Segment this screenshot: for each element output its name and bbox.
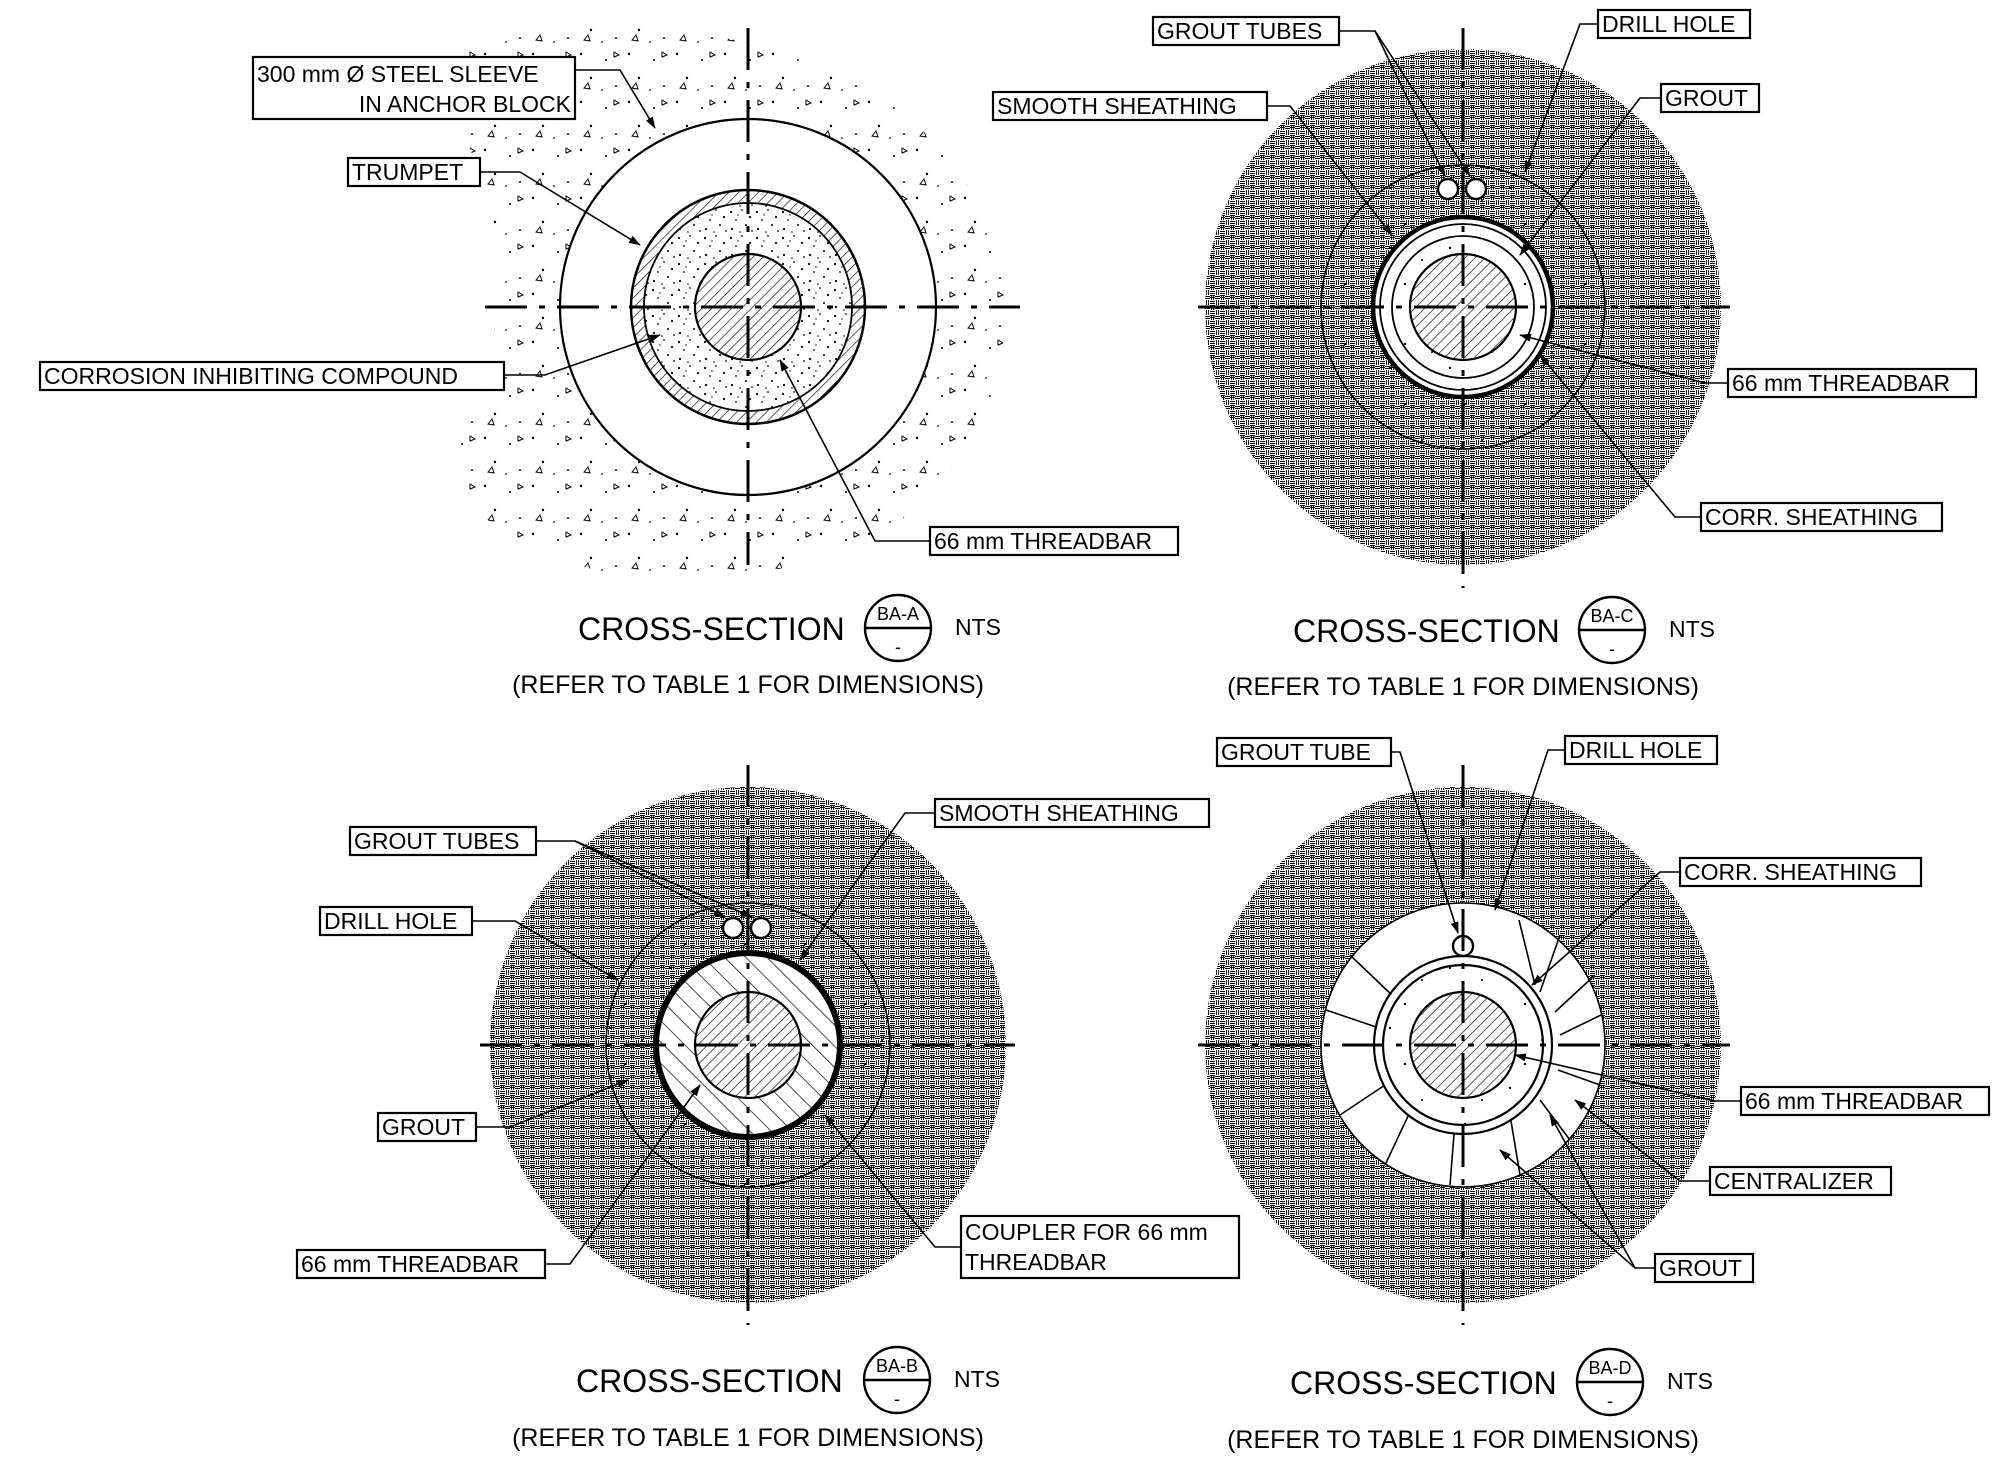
grout-tube-c-2: [1464, 177, 1488, 201]
label-box-trumpet: [346, 156, 482, 188]
label-grout-tubes-b: GROUT TUBES: [354, 828, 519, 854]
scale-a: NTS: [955, 614, 1001, 640]
leader-threadbar-b: [545, 1084, 701, 1265]
label-trumpet: TRUMPET: [352, 159, 463, 185]
leader-sleeve: [575, 69, 656, 129]
label-box-grout-tubes-b: [348, 825, 538, 857]
leader-coupler-b: [824, 1114, 961, 1248]
leader-drill-hole-b: [472, 920, 619, 981]
label-smooth-sheathing-b: SMOOTH SHEATHING: [939, 800, 1179, 826]
label-drill-hole-c: DRILL HOLE: [1602, 11, 1735, 37]
label-box-threadbar-a: [928, 525, 1180, 557]
title-b: CROSS-SECTION: [576, 1363, 843, 1399]
leader-drill-hole-d: [1494, 749, 1565, 911]
label-box-grout-b: [376, 1111, 478, 1143]
leader-grout-tube-d: [1391, 751, 1459, 934]
label-smooth-sheathing-c: SMOOTH SHEATHING: [997, 93, 1237, 119]
label-box-drill-hole-b: [318, 905, 474, 937]
section-b: SMOOTH SHEATHING GROUT TUBES DRILL HOLE …: [295, 765, 1241, 1452]
mark-c-top: BA-C: [1590, 606, 1633, 626]
mark-c-bottom: -: [1609, 639, 1615, 659]
section-d: GROUT TUBE DRILL HOLE CORR. SHEATHING 66…: [1198, 734, 1991, 1454]
mark-d-top: BA-D: [1588, 1358, 1631, 1378]
leader-corr-sheathing-c: [1539, 354, 1701, 518]
scale-b: NTS: [954, 1366, 1000, 1392]
leader-grout-b: [476, 1079, 629, 1128]
leader-compound: [504, 334, 661, 376]
title-d: CROSS-SECTION: [1290, 1365, 1557, 1401]
label-drill-hole-d: DRILL HOLE: [1569, 737, 1702, 763]
label-compound: CORROSION INHIBITING COMPOUND: [44, 363, 458, 389]
scale-c: NTS: [1669, 616, 1715, 642]
label-sleeve-line2: IN ANCHOR BLOCK: [359, 91, 572, 117]
leader-grout-tubes-b-2: [574, 840, 753, 918]
mark-b-top: BA-B: [876, 1356, 918, 1376]
label-drill-hole-b: DRILL HOLE: [324, 908, 457, 934]
section-mark-c: BA-C -: [1577, 595, 1647, 665]
label-centralizer-d: CENTRALIZER: [1714, 1168, 1874, 1194]
note-a: (REFER TO TABLE 1 FOR DIMENSIONS): [512, 671, 984, 699]
label-grout-tubes-c: GROUT TUBES: [1157, 18, 1322, 44]
section-a: 300 mm Ø STEEL SLEEVE IN ANCHOR BLOCK TR…: [38, 26, 1180, 699]
label-box-smooth-sheathing-c: [991, 90, 1269, 122]
label-corr-sheathing-d: CORR. SHEATHING: [1684, 859, 1897, 885]
label-grout-b: GROUT: [382, 1114, 465, 1140]
label-box-sleeve: [251, 55, 577, 121]
title-a: CROSS-SECTION: [578, 611, 845, 647]
mark-a-top: BA-A: [877, 604, 919, 624]
mark-a-bottom: -: [895, 637, 901, 657]
mark-d-bottom: -: [1607, 1391, 1613, 1411]
leader-grout-tubes-c-2: [1374, 30, 1471, 177]
label-box-threadbar-c: [1726, 367, 1978, 399]
label-box-compound: [38, 360, 506, 392]
label-box-drill-hole-d: [1563, 734, 1719, 766]
label-sleeve-line1: 300 mm Ø STEEL SLEEVE: [257, 61, 539, 87]
note-b: (REFER TO TABLE 1 FOR DIMENSIONS): [512, 1424, 984, 1452]
mark-b-bottom: -: [894, 1389, 900, 1409]
label-threadbar-d: 66 mm THREADBAR: [1745, 1088, 1963, 1114]
label-grout-c: GROUT: [1665, 85, 1748, 111]
label-threadbar-c: 66 mm THREADBAR: [1732, 370, 1950, 396]
label-threadbar-a: 66 mm THREADBAR: [934, 528, 1152, 554]
leader-grout-d-2: [1549, 1114, 1636, 1269]
section-mark-b: BA-B -: [862, 1345, 932, 1415]
section-mark-a: BA-A -: [863, 593, 933, 663]
label-grout-d: GROUT: [1659, 1255, 1742, 1281]
label-threadbar-b: 66 mm THREADBAR: [301, 1251, 519, 1277]
leader-threadbar-c: [1519, 333, 1728, 384]
leader-centralizer-d: [1574, 1099, 1710, 1182]
section-c: GROUT TUBES DRILL HOLE SMOOTH SHEATHING …: [991, 8, 1978, 701]
grout-tube-b-2: [749, 916, 773, 940]
scale-d: NTS: [1667, 1368, 1713, 1394]
leader-threadbar-a: [779, 359, 930, 542]
leader-drill-hole-c: [1524, 23, 1598, 173]
title-c: CROSS-SECTION: [1293, 613, 1560, 649]
label-box-threadbar-d: [1739, 1085, 1991, 1117]
label-grout-tube-d: GROUT TUBE: [1221, 739, 1371, 765]
label-coupler-line1: COUPLER FOR 66 mm: [965, 1219, 1208, 1245]
leader-smooth-sheathing-c: [1267, 105, 1393, 236]
leader-trumpet: [480, 171, 641, 246]
section-mark-d: BA-D -: [1575, 1347, 1645, 1417]
note-c: (REFER TO TABLE 1 FOR DIMENSIONS): [1227, 673, 1699, 701]
leader-grout-c: [1519, 97, 1661, 256]
label-corr-sheathing-c: CORR. SHEATHING: [1705, 504, 1918, 530]
grout-tube-b-1: [721, 916, 745, 940]
label-box-coupler-b: [959, 1214, 1241, 1280]
grout-tube-c-1: [1436, 177, 1460, 201]
note-d: (REFER TO TABLE 1 FOR DIMENSIONS): [1227, 1426, 1699, 1454]
label-coupler-line2: THREADBAR: [965, 1249, 1107, 1275]
label-box-grout-tube-d: [1215, 736, 1393, 768]
leader-corr-sheathing-d: [1531, 871, 1680, 986]
leader-smooth-sheathing-b: [799, 812, 935, 961]
leader-threadbar-d: [1514, 1053, 1741, 1102]
